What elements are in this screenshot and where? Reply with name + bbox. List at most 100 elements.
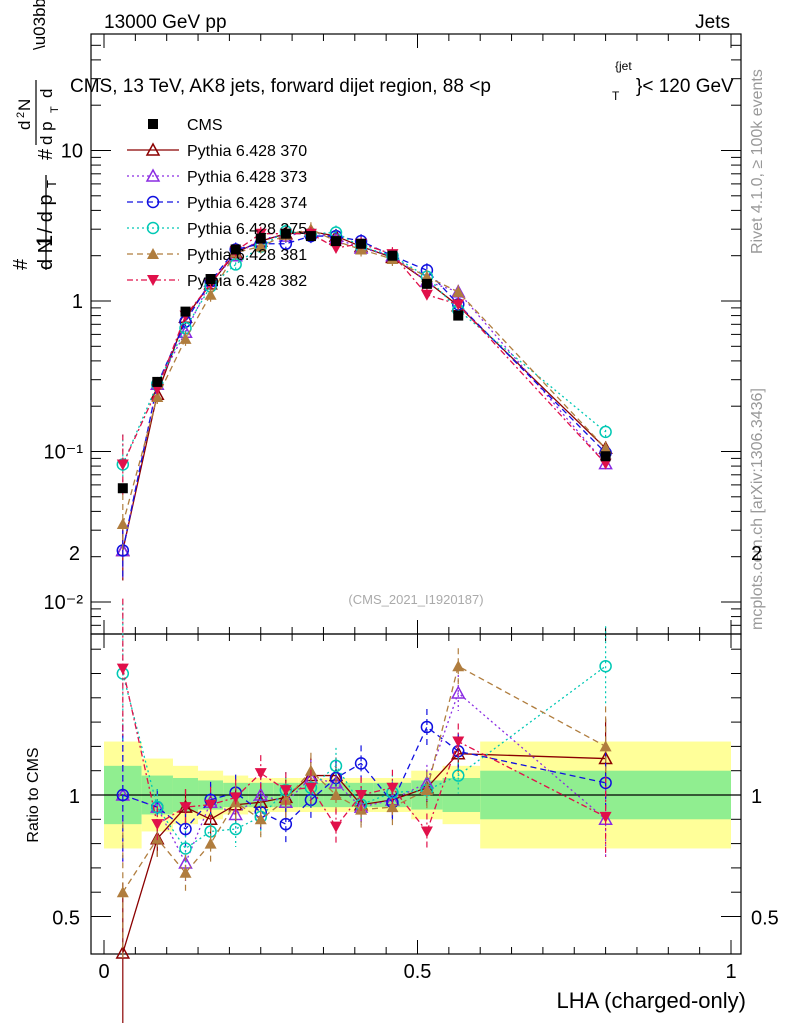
ratio-point-p375 bbox=[229, 822, 242, 836]
ratio-point-p381 bbox=[452, 660, 465, 672]
main-point-cms bbox=[330, 236, 341, 247]
ratio-y-tick-label-right: 2 bbox=[751, 543, 762, 565]
ratio-point-p381 bbox=[599, 740, 612, 752]
svg-text:1: 1 bbox=[32, 235, 57, 247]
ratio-tick-labels: 0.5 0.5 1 1 2 2 bbox=[52, 543, 779, 930]
svg-text:T: T bbox=[49, 106, 61, 113]
ratio-point-p381 bbox=[420, 784, 433, 796]
ratio-point-p375 bbox=[179, 842, 192, 855]
main-point-cms bbox=[600, 451, 611, 462]
ratio-series-p374 bbox=[116, 708, 612, 865]
main-y-tick-label: 10⁻¹ bbox=[44, 442, 84, 464]
ratio-point-p382 bbox=[386, 782, 399, 794]
ratio-point-p382 bbox=[304, 782, 317, 794]
legend-marker bbox=[146, 221, 160, 235]
legend-label: Pythia 6.428 374 bbox=[187, 195, 307, 212]
main-series-p375 bbox=[116, 224, 612, 495]
main-axis-ticks bbox=[91, 34, 741, 634]
legend-marker bbox=[147, 248, 159, 259]
ratio-point-p382 bbox=[204, 799, 217, 811]
ratio-point-p382 bbox=[151, 819, 164, 831]
x-tick-label: 1 bbox=[725, 961, 736, 983]
legend-label: Pythia 6.428 375 bbox=[187, 221, 307, 238]
legend: CMS Pythia 6.428 370 Pythia 6.428 373 Pythi… bbox=[127, 117, 307, 290]
ratio-point-p381 bbox=[329, 789, 342, 800]
ratio-point-p382 bbox=[254, 768, 267, 780]
ratio-point-p382 bbox=[355, 790, 368, 801]
ratio-axis-ticks bbox=[91, 634, 741, 954]
main-point-cms bbox=[453, 310, 464, 321]
svg-text:d: d bbox=[15, 121, 34, 130]
ratio-point-p381 bbox=[179, 866, 192, 878]
main-point-p381 bbox=[179, 332, 192, 344]
legend-item: Pythia 6.428 381 bbox=[127, 247, 307, 264]
main-line-p382 bbox=[122, 233, 607, 465]
svg-text:N: N bbox=[15, 99, 34, 111]
main-point-cms bbox=[356, 238, 367, 249]
ratio-y-label: Ratio to CMS bbox=[25, 747, 42, 842]
ratio-point-p373 bbox=[450, 685, 466, 699]
main-y-tick-label: 10⁻² bbox=[44, 592, 84, 614]
main-point-cms bbox=[117, 483, 128, 494]
ratio-point-p381 bbox=[254, 813, 267, 825]
main-point-cms bbox=[152, 376, 163, 387]
main-point-p381 bbox=[204, 288, 217, 300]
ratio-bands bbox=[91, 741, 741, 849]
ratio-y-tick-label-right: 1 bbox=[751, 786, 762, 808]
ratio-point-p375 bbox=[329, 759, 343, 773]
ratio-point-p374 bbox=[116, 788, 130, 802]
header-right: Jets bbox=[695, 12, 730, 33]
svg-text:d: d bbox=[37, 89, 56, 98]
ratio-y-tick-label: 1 bbox=[69, 786, 80, 808]
ratio-line-p374 bbox=[122, 725, 606, 830]
ratio-point-p374 bbox=[179, 822, 192, 836]
legend-item: Pythia 6.428 382 bbox=[127, 273, 307, 290]
ratio-point-p382 bbox=[179, 802, 192, 814]
ratio-frame bbox=[90, 633, 742, 955]
svg-text:#: # bbox=[35, 148, 57, 160]
ratio-y-tick-label: 2 bbox=[69, 543, 80, 565]
legend-marker bbox=[146, 195, 160, 209]
main-point-cms bbox=[305, 231, 316, 242]
legend-marker bbox=[145, 142, 161, 156]
main-point-p382 bbox=[599, 458, 612, 470]
rivet-label: Rivet 4.1.0, ≥ 100k events bbox=[749, 69, 766, 254]
ratio-point-p382 bbox=[229, 792, 242, 804]
legend-item: Pythia 6.428 370 bbox=[127, 142, 307, 160]
legend-item: Pythia 6.428 374 bbox=[127, 195, 307, 212]
main-point-cms bbox=[280, 228, 291, 239]
main-line-p374 bbox=[122, 235, 607, 551]
ratio-point-p382 bbox=[329, 821, 342, 833]
main-y-tick-labels: 10⁻² 10⁻¹ 1 10 bbox=[44, 141, 84, 615]
main-point-cms bbox=[387, 250, 398, 261]
ratio-point-p381 bbox=[116, 886, 129, 898]
legend-marker bbox=[147, 275, 159, 286]
main-point-p381 bbox=[151, 391, 164, 403]
x-tick-label: 0 bbox=[98, 961, 109, 983]
header-left: 13000 GeV pp bbox=[104, 12, 227, 33]
legend-label: CMS bbox=[187, 117, 223, 134]
ratio-series-p382 bbox=[116, 598, 612, 857]
ratio-point-p375 bbox=[599, 659, 612, 673]
main-line-p375 bbox=[122, 230, 607, 465]
main-line-p381 bbox=[122, 228, 607, 525]
main-point-p382 bbox=[420, 289, 433, 301]
ratio-point-p375 bbox=[151, 800, 164, 814]
svg-text:d N / d p: d N / d p bbox=[35, 194, 57, 270]
mcplots-label: mcplots.cern.ch [arXiv:1306.3436] bbox=[749, 388, 766, 630]
ratio-point-p375 bbox=[452, 769, 465, 782]
main-point-p382 bbox=[452, 299, 465, 311]
x-axis-label: LHA (charged-only) bbox=[556, 988, 746, 1013]
ratio-point-p374 bbox=[279, 817, 293, 831]
main-point-cms bbox=[205, 274, 216, 285]
title-sup: {jet bbox=[615, 59, 632, 73]
ratio-point-p381 bbox=[279, 793, 292, 805]
main-series-p381 bbox=[116, 222, 612, 554]
main-y-label: # 1 d N / d p T # d 2 N d p T d \u03bb bbox=[10, 0, 61, 270]
main-series-cms bbox=[117, 228, 611, 494]
ratio-point-p381 bbox=[386, 801, 399, 813]
main-point-p381 bbox=[599, 442, 612, 454]
legend-label: Pythia 6.428 382 bbox=[187, 273, 307, 290]
main-point-p375 bbox=[599, 425, 612, 439]
